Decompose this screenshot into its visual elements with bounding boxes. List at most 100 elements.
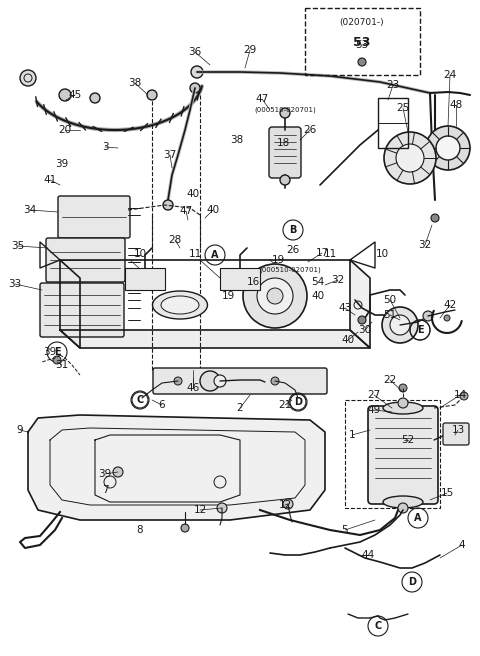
Text: 49: 49 (367, 405, 381, 415)
Text: 26: 26 (287, 245, 300, 255)
Circle shape (390, 315, 410, 335)
Text: 32: 32 (331, 275, 345, 285)
FancyBboxPatch shape (368, 406, 438, 504)
FancyBboxPatch shape (40, 283, 124, 337)
Text: 3: 3 (102, 142, 108, 152)
FancyBboxPatch shape (153, 368, 327, 394)
Circle shape (163, 200, 173, 210)
Circle shape (147, 90, 157, 100)
Circle shape (53, 356, 61, 364)
Text: 43: 43 (338, 303, 352, 313)
Text: 6: 6 (159, 400, 165, 410)
Text: B: B (289, 225, 297, 235)
Circle shape (283, 499, 293, 509)
Text: E: E (417, 325, 423, 335)
Circle shape (214, 375, 226, 387)
Text: 39: 39 (43, 347, 57, 357)
Circle shape (190, 83, 200, 93)
Text: 9: 9 (17, 425, 24, 435)
Text: C: C (136, 395, 144, 405)
Text: (020701-): (020701-) (340, 18, 384, 26)
Text: 24: 24 (444, 70, 456, 80)
Text: 53: 53 (355, 40, 369, 50)
Text: 50: 50 (384, 295, 396, 305)
Circle shape (113, 467, 123, 477)
Text: 47: 47 (255, 94, 269, 104)
Text: A: A (414, 513, 422, 523)
Text: 11: 11 (188, 249, 202, 259)
Ellipse shape (383, 402, 423, 414)
Text: 21: 21 (278, 400, 292, 410)
Text: 20: 20 (59, 125, 72, 135)
Text: 22: 22 (384, 375, 396, 385)
Text: 30: 30 (359, 325, 372, 335)
Text: 12: 12 (278, 500, 292, 510)
FancyBboxPatch shape (46, 238, 125, 282)
Text: 19: 19 (271, 255, 285, 265)
Text: 17: 17 (315, 248, 329, 258)
Text: 13: 13 (451, 425, 465, 435)
Text: 34: 34 (24, 205, 36, 215)
Text: 7: 7 (102, 485, 108, 495)
Text: 47: 47 (180, 206, 192, 216)
Text: 26: 26 (303, 125, 317, 135)
Polygon shape (60, 260, 80, 348)
Text: 40: 40 (312, 291, 324, 301)
Text: 19: 19 (221, 291, 235, 301)
Text: 48: 48 (449, 100, 463, 110)
Circle shape (90, 93, 100, 103)
Circle shape (396, 144, 424, 172)
Text: D: D (408, 577, 416, 587)
Circle shape (280, 175, 290, 185)
Text: C: C (374, 621, 382, 631)
Text: 11: 11 (324, 249, 336, 259)
Text: 40: 40 (186, 189, 200, 199)
Circle shape (444, 315, 450, 321)
Text: 36: 36 (188, 47, 202, 57)
Text: 45: 45 (68, 90, 82, 100)
Text: (000510-020701): (000510-020701) (259, 267, 321, 274)
Text: 35: 35 (12, 241, 24, 251)
Text: 38: 38 (230, 135, 244, 145)
FancyBboxPatch shape (58, 196, 130, 238)
FancyBboxPatch shape (269, 127, 301, 178)
Circle shape (423, 311, 433, 321)
Text: 53: 53 (353, 35, 371, 49)
Text: 15: 15 (440, 488, 454, 498)
Text: 39: 39 (98, 469, 112, 479)
Circle shape (398, 398, 408, 408)
Circle shape (243, 264, 307, 328)
Text: E: E (54, 347, 60, 357)
Circle shape (358, 316, 366, 324)
Text: 51: 51 (384, 310, 396, 320)
Text: 18: 18 (276, 138, 289, 148)
Text: 38: 38 (128, 78, 142, 88)
Text: 37: 37 (163, 150, 177, 160)
Text: 41: 41 (43, 175, 57, 185)
Circle shape (271, 377, 279, 385)
Text: 1: 1 (348, 430, 355, 440)
Text: 10: 10 (133, 249, 146, 259)
Text: 32: 32 (419, 240, 432, 250)
Text: 23: 23 (386, 80, 400, 90)
Circle shape (426, 126, 470, 170)
Circle shape (59, 89, 71, 101)
Polygon shape (28, 415, 325, 520)
Text: 10: 10 (375, 249, 389, 259)
Polygon shape (60, 260, 370, 348)
Circle shape (217, 503, 227, 513)
Text: 42: 42 (444, 300, 456, 310)
Text: 8: 8 (137, 525, 144, 535)
Bar (125, 268, 165, 290)
Text: 12: 12 (193, 505, 206, 515)
Text: 44: 44 (361, 550, 374, 560)
Text: 39: 39 (55, 159, 69, 169)
Text: 25: 25 (396, 103, 409, 113)
Circle shape (460, 392, 468, 400)
Circle shape (398, 503, 408, 513)
Text: 33: 33 (8, 279, 22, 289)
Text: 40: 40 (341, 335, 355, 345)
Circle shape (431, 214, 439, 222)
Circle shape (257, 278, 293, 314)
Text: 40: 40 (206, 205, 219, 215)
